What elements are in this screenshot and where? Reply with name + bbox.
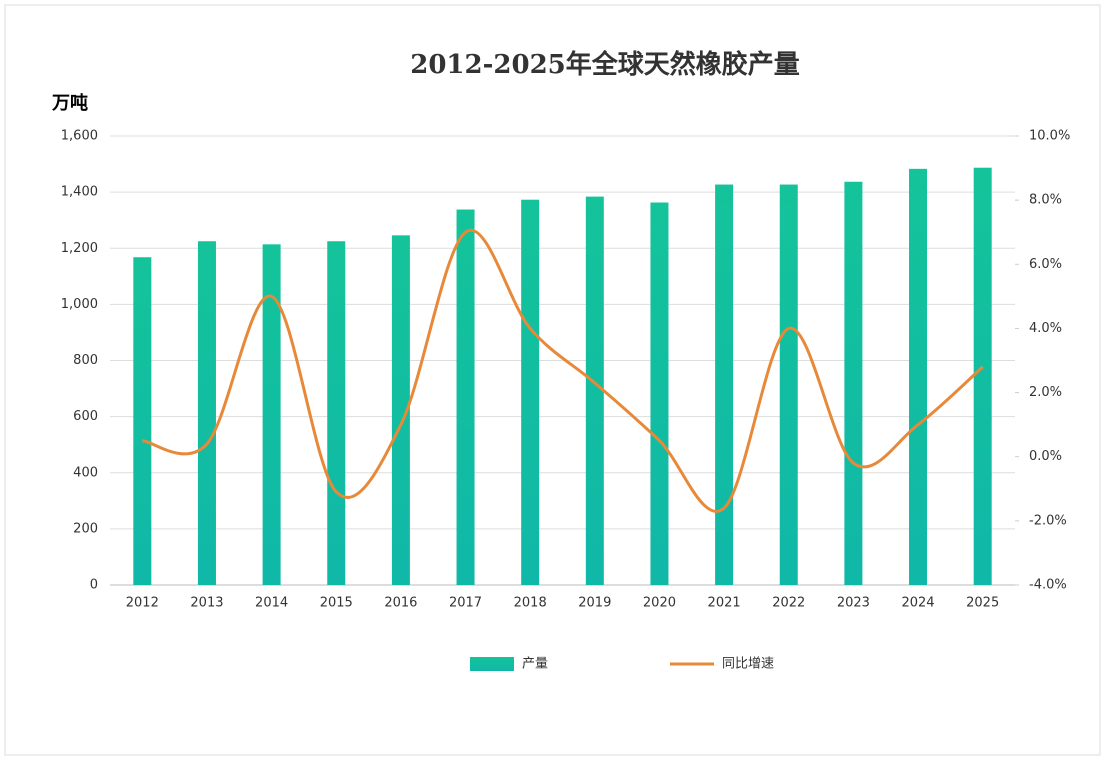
chart-frame [5,5,1100,755]
x-tick-label: 2012 [126,596,159,611]
bar [715,185,733,585]
x-tick-label: 2019 [578,596,611,611]
x-tick-label: 2023 [837,596,870,611]
y-tick-label: 200 [73,521,98,536]
y-tick-label: 800 [73,353,98,368]
y2-tick-label: 2.0% [1029,385,1062,400]
bar [198,241,216,585]
y-tick-label: 1,600 [61,129,98,144]
x-tick-label: 2013 [190,596,223,611]
chart: 2012-2025年全球天然橡胶产量 万吨 0 200 400 600 800 1,000… [0,0,1105,760]
x-tick-label: 2025 [966,596,999,611]
y-tick-label: 1,400 [61,185,98,200]
x-tick-label: 2018 [514,596,547,611]
bar [909,169,927,585]
x-tick-label: 2021 [708,596,741,611]
bar [844,182,862,585]
bar [327,241,345,585]
y-axis-unit: 万吨 [51,92,88,114]
y-tick-label: 600 [73,409,98,424]
y2-tick-label: 4.0% [1029,321,1062,336]
bar [650,203,668,585]
y-tick-label: 1,200 [61,241,98,256]
legend-swatch [470,657,514,671]
bar [974,168,992,585]
legend-label: 同比增速 [722,657,774,672]
x-tick-label: 2015 [320,596,353,611]
x-tick-label: 2024 [901,596,934,611]
y2-tick-label: 6.0% [1029,257,1062,272]
bar [780,185,798,585]
y2-tick-label: 0.0% [1029,449,1062,464]
bar [521,200,539,585]
y2-tick-label: -4.0% [1029,578,1067,593]
legend-label: 产量 [522,657,548,672]
bar [586,197,604,585]
y2-tick-label: 8.0% [1029,193,1062,208]
x-tick-label: 2017 [449,596,482,611]
chart-title: 2012-2025年全球天然橡胶产量 [410,49,800,80]
x-tick-label: 2022 [772,596,805,611]
y-tick-label: 400 [73,465,98,480]
bar [133,257,151,585]
x-tick-label: 2020 [643,596,676,611]
x-tick-label: 2014 [255,596,288,611]
y2-tick-label: 10.0% [1029,129,1070,144]
y-tick-label: 0 [90,578,98,593]
x-tick-label: 2016 [384,596,417,611]
bar [457,210,475,585]
y-tick-label: 1,000 [61,297,98,312]
y2-tick-label: -2.0% [1029,513,1067,528]
